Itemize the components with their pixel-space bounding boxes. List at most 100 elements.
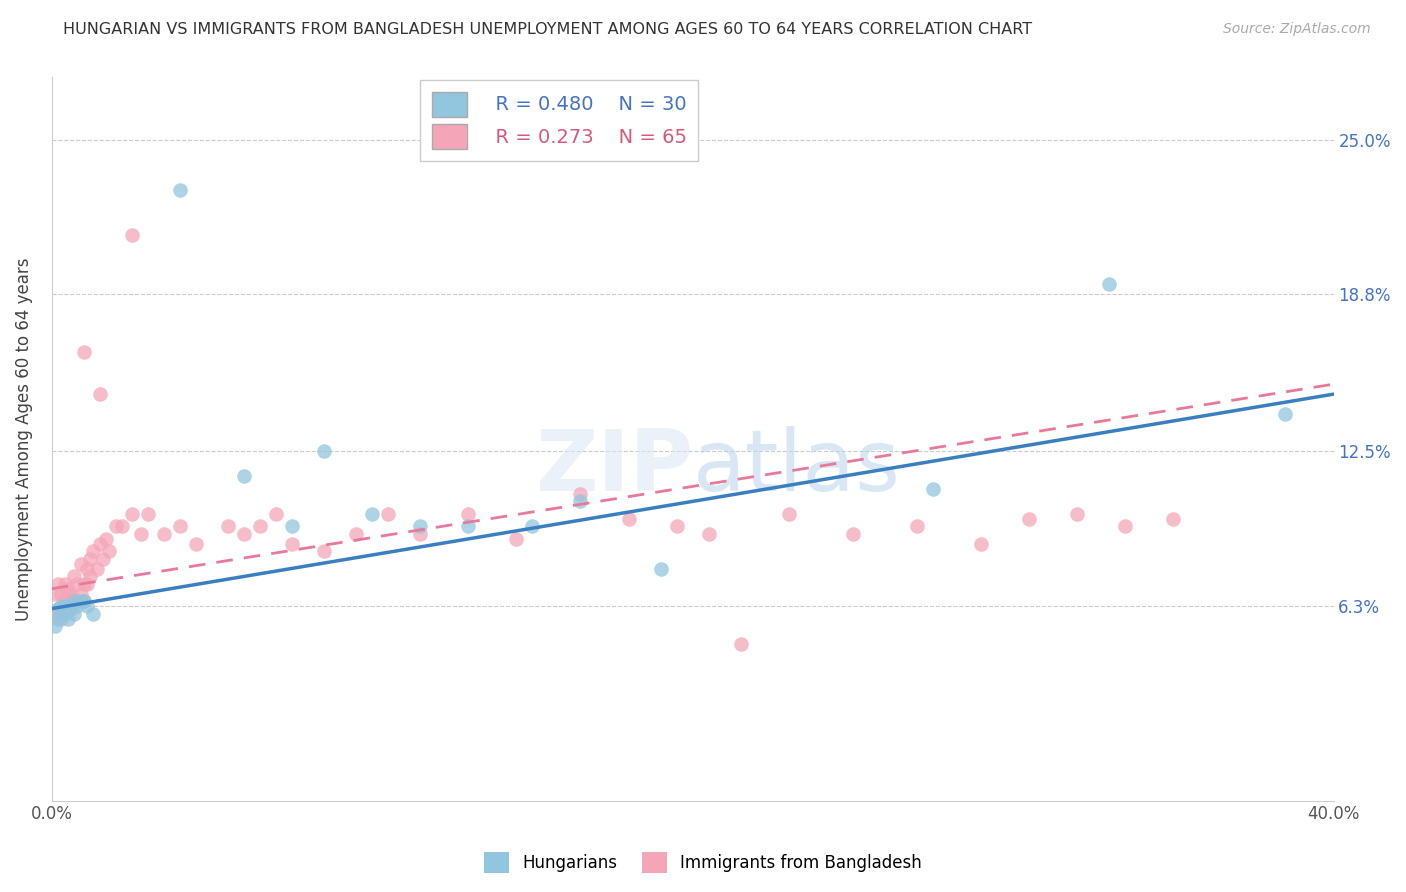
Point	[131, 526, 153, 541]
Point	[169, 183, 191, 197]
Point	[66, 576, 89, 591]
Y-axis label: Unemployment Among Ages 60 to 64 years: Unemployment Among Ages 60 to 64 years	[15, 257, 32, 621]
Point	[91, 551, 114, 566]
Point	[69, 587, 91, 601]
Point	[53, 576, 76, 591]
Point	[730, 636, 752, 650]
Point	[44, 587, 66, 601]
Point	[53, 594, 76, 608]
Point	[184, 537, 207, 551]
Point	[56, 587, 79, 601]
Point	[44, 619, 66, 633]
Point	[314, 444, 336, 458]
Point	[249, 519, 271, 533]
Point	[73, 344, 96, 359]
Point	[217, 519, 239, 533]
Point	[111, 519, 134, 533]
Point	[63, 607, 86, 621]
Point	[82, 544, 104, 558]
Point	[76, 599, 98, 613]
Point	[1066, 507, 1088, 521]
Point	[1098, 277, 1121, 292]
Point	[233, 526, 256, 541]
Point	[79, 551, 101, 566]
Point	[73, 576, 96, 591]
Point	[281, 519, 304, 533]
Text: HUNGARIAN VS IMMIGRANTS FROM BANGLADESH UNEMPLOYMENT AMONG AGES 60 TO 64 YEARS C: HUNGARIAN VS IMMIGRANTS FROM BANGLADESH …	[63, 22, 1032, 37]
Point	[522, 519, 544, 533]
Point	[59, 587, 82, 601]
Point	[104, 519, 127, 533]
Point	[46, 601, 69, 615]
Point	[69, 594, 91, 608]
Point	[56, 582, 79, 596]
Point	[1161, 512, 1184, 526]
Point	[46, 611, 69, 625]
Point	[89, 387, 111, 401]
Point	[53, 599, 76, 613]
Point	[73, 594, 96, 608]
Point	[778, 507, 800, 521]
Text: Source: ZipAtlas.com: Source: ZipAtlas.com	[1223, 22, 1371, 37]
Point	[59, 599, 82, 613]
Point	[98, 544, 121, 558]
Point	[569, 487, 592, 501]
Point	[82, 607, 104, 621]
Point	[264, 507, 287, 521]
Point	[409, 526, 432, 541]
Point	[79, 569, 101, 583]
Point	[56, 601, 79, 615]
Point	[63, 594, 86, 608]
Point	[51, 587, 73, 601]
Point	[44, 607, 66, 621]
Point	[665, 519, 688, 533]
Point	[69, 557, 91, 571]
Point	[63, 569, 86, 583]
Point	[314, 544, 336, 558]
Point	[922, 482, 945, 496]
Point	[344, 526, 367, 541]
Point	[136, 507, 159, 521]
Point	[76, 562, 98, 576]
Point	[1274, 407, 1296, 421]
Point	[281, 537, 304, 551]
Point	[697, 526, 720, 541]
Point	[169, 519, 191, 533]
Point	[457, 507, 479, 521]
Point	[361, 507, 384, 521]
Point	[73, 594, 96, 608]
Point	[86, 562, 108, 576]
Point	[66, 594, 89, 608]
Point	[457, 519, 479, 533]
Point	[46, 576, 69, 591]
Point	[569, 494, 592, 508]
Point	[51, 607, 73, 621]
Point	[76, 576, 98, 591]
Point	[377, 507, 399, 521]
Point	[56, 611, 79, 625]
Point	[51, 599, 73, 613]
Point	[53, 607, 76, 621]
Point	[153, 526, 176, 541]
Text: atlas: atlas	[693, 426, 901, 509]
Point	[505, 532, 527, 546]
Point	[617, 512, 640, 526]
Point	[89, 537, 111, 551]
Point	[51, 611, 73, 625]
Point	[121, 227, 143, 242]
Point	[63, 594, 86, 608]
Point	[59, 601, 82, 615]
Point	[905, 519, 928, 533]
Point	[650, 562, 672, 576]
Point	[1018, 512, 1040, 526]
Legend: Hungarians, Immigrants from Bangladesh: Hungarians, Immigrants from Bangladesh	[477, 846, 929, 880]
Point	[1114, 519, 1136, 533]
Point	[842, 526, 865, 541]
Point	[121, 507, 143, 521]
Legend:   R = 0.480    N = 30,   R = 0.273    N = 65: R = 0.480 N = 30, R = 0.273 N = 65	[420, 80, 699, 161]
Point	[66, 599, 89, 613]
Text: ZIP: ZIP	[534, 426, 693, 509]
Point	[970, 537, 993, 551]
Point	[96, 532, 118, 546]
Point	[46, 601, 69, 615]
